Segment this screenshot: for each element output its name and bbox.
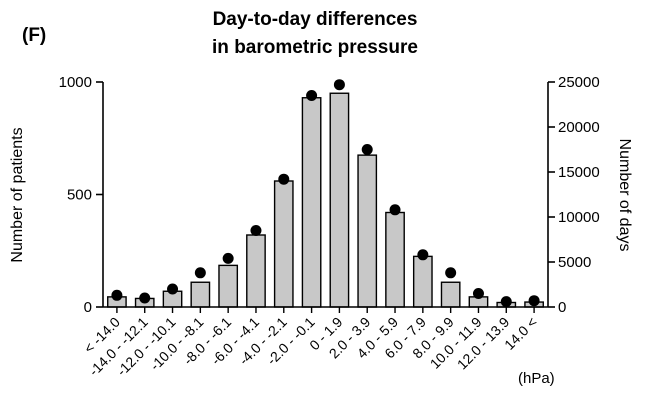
y-axis-left: 0 500 1000: [59, 74, 104, 316]
data-point: [500, 296, 512, 308]
chart-title-line-1: Day-to-day differences: [213, 9, 418, 30]
bar: [246, 234, 266, 308]
data-point: [222, 252, 234, 264]
data-point: [111, 289, 123, 301]
data-point: [194, 267, 206, 279]
panel-label: (F): [22, 25, 46, 46]
dot-series: [111, 79, 540, 308]
y-tick-label-right: 10000: [558, 209, 600, 226]
data-point: [139, 292, 151, 304]
y-axis-right: 0 5000 10000 15000 20000 25000: [547, 74, 600, 316]
y-tick-label-right: 20000: [558, 119, 600, 136]
x-axis-unit: (hPa): [518, 370, 555, 387]
y-tick-label-right: 15000: [558, 164, 600, 181]
data-point: [278, 173, 290, 185]
y-axis-title-right: Number of days: [616, 139, 633, 252]
data-point: [445, 267, 457, 279]
bar: [273, 180, 294, 308]
y-tick-label-right: 0: [558, 299, 566, 316]
data-point: [167, 283, 179, 295]
bar: [412, 255, 433, 308]
bar: [301, 97, 322, 308]
y-axis-title-left: Number of patients: [9, 127, 26, 262]
bar: [440, 281, 461, 308]
data-point: [417, 249, 429, 261]
data-point: [472, 288, 484, 299]
bar: [218, 264, 239, 308]
bar-series: [107, 92, 544, 308]
x-axis: < -14.0-14.0 - -12.1-12.0 - -10.1-10.0 -…: [81, 307, 540, 379]
y-tick-label-left: 1000: [59, 74, 92, 91]
y-tick-label-left: 0: [84, 299, 92, 316]
data-point: [528, 295, 540, 307]
data-point: [361, 144, 373, 155]
chart-title-line-2: in barometric pressure: [212, 37, 418, 58]
data-point: [389, 204, 401, 216]
y-tick-label-left: 500: [67, 187, 92, 204]
y-tick-label-right: 5000: [558, 254, 591, 271]
bar: [385, 211, 405, 308]
bar: [190, 281, 211, 308]
y-tick-label-right: 25000: [558, 74, 600, 91]
data-point: [250, 225, 262, 236]
data-point: [333, 79, 345, 91]
x-tick-label: 14.0 <: [501, 314, 540, 353]
bar: [357, 154, 378, 308]
data-point: [306, 90, 318, 101]
bar: [329, 92, 350, 308]
